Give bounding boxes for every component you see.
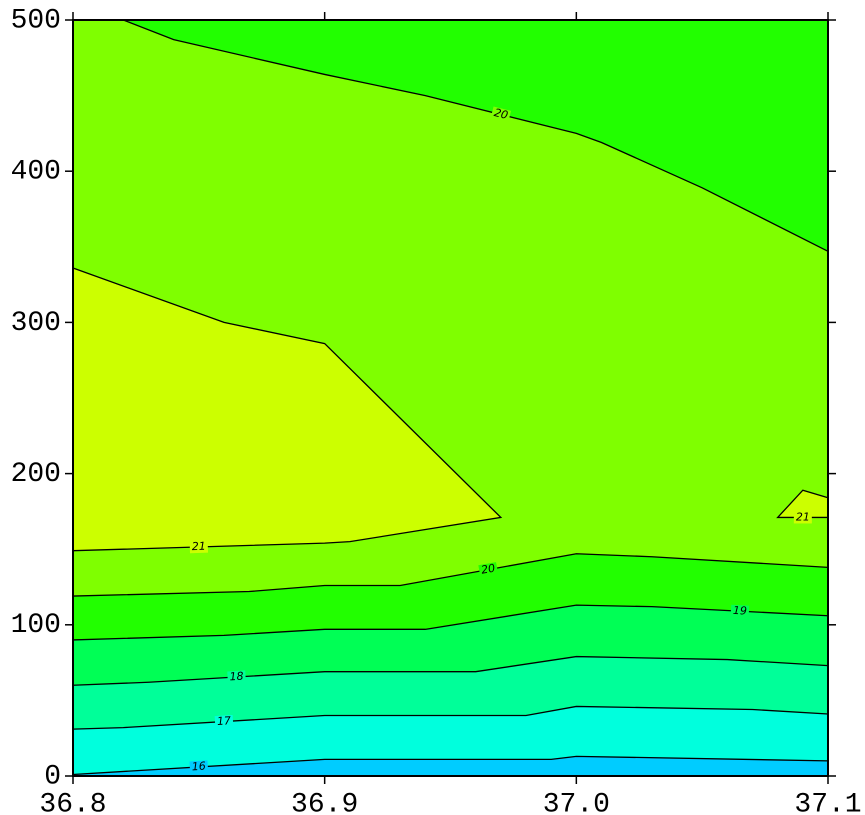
contour-label-gap: [227, 670, 246, 684]
contour-label-group: 16: [189, 760, 209, 774]
contour-label-group: 19: [730, 604, 750, 618]
contour-label-group: 21: [793, 510, 812, 524]
contour-label-group: 18: [227, 670, 246, 684]
contour-label-gap: [214, 715, 234, 729]
contour-line: [72, 267, 503, 552]
contour-label: 21: [192, 540, 206, 553]
y-tick-label: 300: [11, 308, 61, 339]
contour-line: [72, 755, 829, 776]
contour-label-gap: [793, 511, 812, 524]
contour-label-group: 20: [490, 106, 512, 123]
y-tick-label: 100: [11, 610, 61, 641]
contour-label-gap: [189, 540, 209, 554]
contour-label: 20: [493, 106, 510, 122]
contour-label-gap: [478, 562, 499, 578]
contour-label: 17: [217, 714, 232, 728]
contour-label-gap: [189, 760, 209, 774]
x-tick-label: 36.8: [39, 789, 106, 815]
contour-label-gap: [490, 106, 512, 123]
x-tick-label: 37.0: [543, 789, 610, 815]
contour-label: 21: [796, 510, 810, 523]
plot-frame: [72, 19, 829, 777]
contour-label: 16: [191, 760, 206, 774]
contour-line: [72, 655, 829, 686]
y-tick-label: 400: [11, 157, 61, 188]
y-tick-label: 200: [11, 459, 61, 490]
contour-label: 20: [480, 561, 496, 576]
y-tick-label: 0: [44, 761, 61, 792]
contour-fill: [73, 267, 501, 551]
y-tick-label: 500: [11, 5, 61, 36]
x-tick-label: 36.9: [291, 789, 358, 815]
contour-line: [72, 604, 829, 641]
contour-fill: [73, 756, 828, 776]
contour-label-group: 17: [214, 714, 234, 729]
x-tick-label: 37.1: [794, 789, 861, 815]
contour-label-group: 21: [189, 540, 209, 554]
contour-label-gap: [730, 604, 750, 618]
contour-label: 19: [733, 604, 748, 618]
contour-label-group: 20: [478, 561, 499, 578]
contour-line: [72, 553, 829, 597]
contour-fill: [123, 20, 829, 252]
contour-fill: [777, 490, 828, 518]
contour-line: [72, 705, 829, 730]
contour-label: 18: [229, 670, 244, 684]
